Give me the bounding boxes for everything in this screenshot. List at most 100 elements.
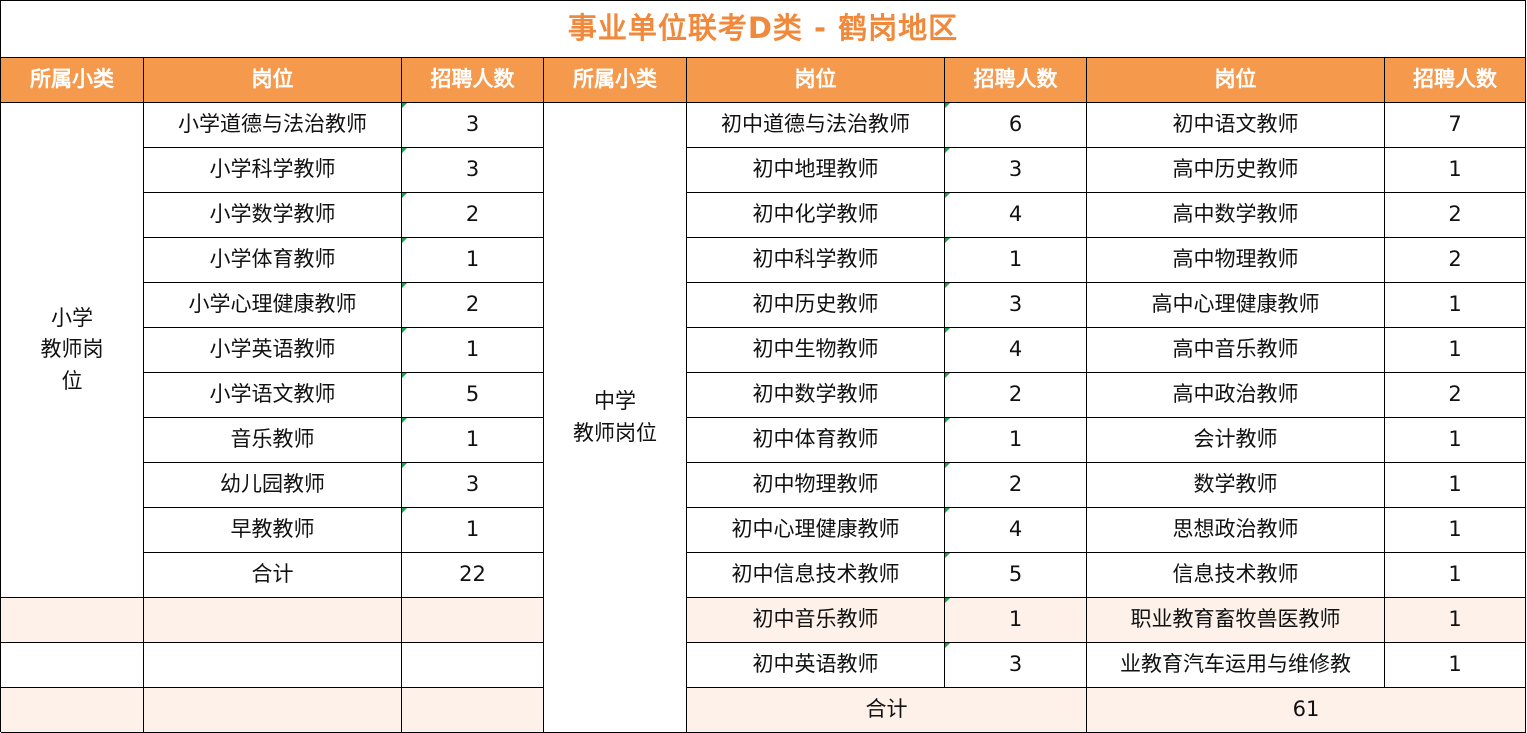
secondary-post-a-cell: 初中数学教师 xyxy=(687,373,945,418)
category-line: 中学 xyxy=(594,389,636,413)
empty-cell xyxy=(1,598,144,643)
primary-count-cell: 1 xyxy=(402,418,544,463)
secondary-post-b-cell: 高中政治教师 xyxy=(1087,373,1385,418)
header-category-primary: 所属小类 xyxy=(1,58,144,103)
secondary-post-a-cell: 初中体育教师 xyxy=(687,418,945,463)
secondary-count-b-cell: 2 xyxy=(1385,238,1526,283)
secondary-post-b-cell: 高中心理健康教师 xyxy=(1087,283,1385,328)
secondary-post-a-cell: 初中音乐教师 xyxy=(687,598,945,643)
secondary-post-b-cell: 初中语文教师 xyxy=(1087,103,1385,148)
secondary-post-b-cell: 职业教育畜牧兽医教师 xyxy=(1087,598,1385,643)
secondary-count-a-cell: 1 xyxy=(945,418,1087,463)
secondary-post-a-cell: 初中地理教师 xyxy=(687,148,945,193)
secondary-post-b-cell: 高中物理教师 xyxy=(1087,238,1385,283)
empty-cell xyxy=(402,643,544,688)
category-primary-school: 小学 教师岗 位 xyxy=(1,103,144,598)
secondary-count-b-cell: 1 xyxy=(1385,553,1526,598)
primary-count-cell: 3 xyxy=(402,463,544,508)
primary-total-label: 合计 xyxy=(144,553,402,598)
secondary-count-b-cell: 1 xyxy=(1385,283,1526,328)
secondary-count-a-cell: 2 xyxy=(945,373,1087,418)
secondary-count-a-cell: 3 xyxy=(945,283,1087,328)
secondary-post-b-cell: 思想政治教师 xyxy=(1087,508,1385,553)
secondary-count-a-cell: 6 xyxy=(945,103,1087,148)
primary-post-cell: 小学心理健康教师 xyxy=(144,283,402,328)
secondary-post-b-cell: 高中音乐教师 xyxy=(1087,328,1385,373)
empty-cell xyxy=(1,643,144,688)
header-count-secondary-a: 招聘人数 xyxy=(945,58,1087,103)
category-line: 位 xyxy=(61,368,83,393)
secondary-count-a-cell: 5 xyxy=(945,553,1087,598)
empty-cell xyxy=(402,688,544,733)
secondary-post-b-cell: 业教育汽车运用与维修教 xyxy=(1087,643,1385,688)
secondary-post-a-cell: 初中心理健康教师 xyxy=(687,508,945,553)
primary-post-cell: 小学数学教师 xyxy=(144,193,402,238)
primary-count-cell: 3 xyxy=(402,103,544,148)
secondary-post-b-cell: 高中数学教师 xyxy=(1087,193,1385,238)
primary-count-cell: 1 xyxy=(402,508,544,553)
table-title: 事业单位联考D类 - 鹤岗地区 xyxy=(1,1,1526,58)
secondary-count-b-cell: 1 xyxy=(1385,328,1526,373)
primary-count-cell: 2 xyxy=(402,193,544,238)
secondary-count-b-cell: 1 xyxy=(1385,508,1526,553)
secondary-post-a-cell: 初中英语教师 xyxy=(687,643,945,688)
category-line: 教师岗 xyxy=(40,337,104,362)
primary-post-cell: 小学体育教师 xyxy=(144,238,402,283)
header-post-primary: 岗位 xyxy=(144,58,402,103)
secondary-count-b-cell: 1 xyxy=(1385,643,1526,688)
category-secondary-school: 中学 教师岗位 xyxy=(544,103,687,733)
secondary-total-label: 合计 xyxy=(687,688,1087,733)
category-line: 教师岗位 xyxy=(573,420,657,445)
empty-cell xyxy=(402,598,544,643)
secondary-total-value: 61 xyxy=(1087,688,1526,733)
secondary-post-b-cell: 数学教师 xyxy=(1087,463,1385,508)
primary-post-cell: 小学科学教师 xyxy=(144,148,402,193)
primary-post-cell: 小学道德与法治教师 xyxy=(144,103,402,148)
secondary-post-a-cell: 初中科学教师 xyxy=(687,238,945,283)
secondary-post-b-cell: 会计教师 xyxy=(1087,418,1385,463)
header-count-primary: 招聘人数 xyxy=(402,58,544,103)
secondary-post-a-cell: 初中物理教师 xyxy=(687,463,945,508)
secondary-post-a-cell: 初中道德与法治教师 xyxy=(687,103,945,148)
header-post-secondary-a: 岗位 xyxy=(687,58,945,103)
empty-cell xyxy=(144,688,402,733)
secondary-count-b-cell: 2 xyxy=(1385,373,1526,418)
secondary-post-b-cell: 信息技术教师 xyxy=(1087,553,1385,598)
secondary-count-a-cell: 4 xyxy=(945,508,1087,553)
header-count-secondary-b: 招聘人数 xyxy=(1385,58,1526,103)
secondary-post-a-cell: 初中化学教师 xyxy=(687,193,945,238)
primary-count-cell: 2 xyxy=(402,283,544,328)
empty-cell xyxy=(144,643,402,688)
secondary-count-b-cell: 1 xyxy=(1385,463,1526,508)
category-line: 小学 xyxy=(51,305,93,330)
empty-cell xyxy=(144,598,402,643)
secondary-post-b-cell: 高中历史教师 xyxy=(1087,148,1385,193)
secondary-post-a-cell: 初中生物教师 xyxy=(687,328,945,373)
secondary-count-a-cell: 1 xyxy=(945,238,1087,283)
secondary-count-b-cell: 1 xyxy=(1385,598,1526,643)
primary-count-cell: 3 xyxy=(402,148,544,193)
secondary-count-a-cell: 3 xyxy=(945,643,1087,688)
secondary-post-a-cell: 初中历史教师 xyxy=(687,283,945,328)
primary-post-cell: 幼儿园教师 xyxy=(144,463,402,508)
secondary-count-a-cell: 3 xyxy=(945,148,1087,193)
primary-post-cell: 小学语文教师 xyxy=(144,373,402,418)
primary-post-cell: 早教教师 xyxy=(144,508,402,553)
secondary-count-a-cell: 4 xyxy=(945,193,1087,238)
secondary-count-a-cell: 4 xyxy=(945,328,1087,373)
secondary-count-b-cell: 1 xyxy=(1385,148,1526,193)
secondary-count-b-cell: 1 xyxy=(1385,418,1526,463)
primary-total-value: 22 xyxy=(402,553,544,598)
empty-cell xyxy=(1,688,144,733)
secondary-count-a-cell: 2 xyxy=(945,463,1087,508)
primary-count-cell: 1 xyxy=(402,238,544,283)
secondary-post-a-cell: 初中信息技术教师 xyxy=(687,553,945,598)
primary-count-cell: 5 xyxy=(402,373,544,418)
header-post-secondary-b: 岗位 xyxy=(1087,58,1385,103)
primary-post-cell: 小学英语教师 xyxy=(144,328,402,373)
secondary-count-b-cell: 7 xyxy=(1385,103,1526,148)
secondary-count-b-cell: 2 xyxy=(1385,193,1526,238)
secondary-count-a-cell: 1 xyxy=(945,598,1087,643)
primary-count-cell: 1 xyxy=(402,328,544,373)
